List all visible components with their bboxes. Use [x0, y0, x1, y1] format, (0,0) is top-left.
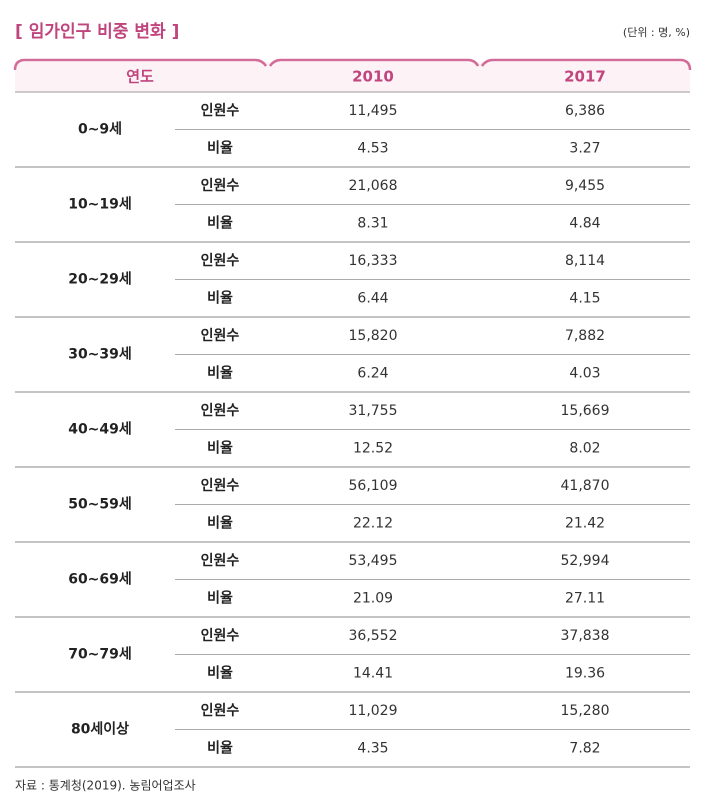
cell: 11,029 — [349, 703, 398, 719]
cell: 6.24 — [357, 365, 388, 381]
row-label: 비율 — [207, 664, 233, 681]
cell: 16,333 — [349, 253, 398, 269]
group-label: 0~9세 — [78, 122, 122, 138]
row-label: 비율 — [207, 289, 233, 306]
unit: (단위 : 명, %) — [623, 26, 690, 39]
row-label: 비율 — [207, 214, 233, 231]
cell: 6,386 — [565, 103, 605, 119]
cell: 22.12 — [353, 515, 393, 531]
cell: 7.82 — [569, 740, 600, 756]
row-label: 인원수 — [201, 552, 240, 569]
row-label: 인원수 — [201, 252, 240, 269]
cell: 3.27 — [569, 140, 600, 156]
cell: 21,068 — [349, 178, 398, 194]
cell: 4.15 — [569, 290, 600, 306]
cell: 8,114 — [565, 253, 605, 269]
cell: 19.36 — [565, 665, 605, 681]
cell: 4.53 — [357, 140, 388, 156]
group-label: 80세이상 — [71, 721, 129, 738]
cell: 6.44 — [357, 290, 388, 306]
cell: 56,109 — [349, 478, 398, 494]
row-label: 인원수 — [201, 327, 240, 344]
title: [ 임가인구 비중 변화 ] — [15, 21, 179, 42]
row-label: 비율 — [207, 439, 233, 456]
row-label: 인원수 — [201, 402, 240, 419]
row-label: 비율 — [207, 739, 233, 756]
cell: 12.52 — [353, 440, 393, 456]
header-tabs — [13, 58, 692, 71]
row-label: 인원수 — [201, 477, 240, 494]
group-label: 40~49세 — [68, 422, 132, 438]
cell: 4.84 — [569, 215, 600, 231]
cell: 14.41 — [353, 665, 393, 681]
cell: 36,552 — [349, 628, 398, 644]
header-bg — [15, 62, 690, 92]
group-label: 20~29세 — [68, 272, 132, 288]
row-label: 인원수 — [201, 102, 240, 119]
cell: 4.35 — [357, 740, 388, 756]
group-label: 50~59세 — [68, 497, 132, 513]
row-label: 인원수 — [201, 702, 240, 719]
row-label: 비율 — [207, 364, 233, 381]
group-label: 30~39세 — [68, 347, 132, 363]
cell: 21.09 — [353, 590, 393, 606]
cell: 53,495 — [349, 553, 398, 569]
cell: 21.42 — [565, 515, 605, 531]
row-label: 인원수 — [201, 177, 240, 194]
cell: 8.31 — [357, 215, 388, 231]
row-label: 인원수 — [201, 627, 240, 644]
cell: 11,495 — [349, 103, 398, 119]
cell: 15,669 — [561, 403, 610, 419]
source: 자료 : 통계청(2019). 농림어업조사 — [15, 779, 196, 793]
cell: 9,455 — [565, 178, 605, 194]
header-cell: 2017 — [564, 68, 606, 86]
row-label: 비율 — [207, 589, 233, 606]
group-label: 60~69세 — [68, 572, 132, 588]
cell: 31,755 — [349, 403, 398, 419]
cell: 52,994 — [561, 553, 610, 569]
group-label: 10~19세 — [68, 197, 132, 213]
group-label: 70~79세 — [68, 647, 132, 663]
row-label: 비율 — [207, 514, 233, 531]
cell: 7,882 — [565, 328, 605, 344]
row-label: 비율 — [207, 139, 233, 156]
cell: 4.03 — [569, 365, 600, 381]
header-cell: 2010 — [352, 68, 394, 86]
cell: 41,870 — [561, 478, 610, 494]
cell: 15,820 — [349, 328, 398, 344]
cell: 37,838 — [561, 628, 610, 644]
cell: 8.02 — [569, 440, 600, 456]
header-cell: 연도 — [126, 68, 154, 86]
cell: 15,280 — [561, 703, 610, 719]
cell: 27.11 — [565, 590, 605, 606]
